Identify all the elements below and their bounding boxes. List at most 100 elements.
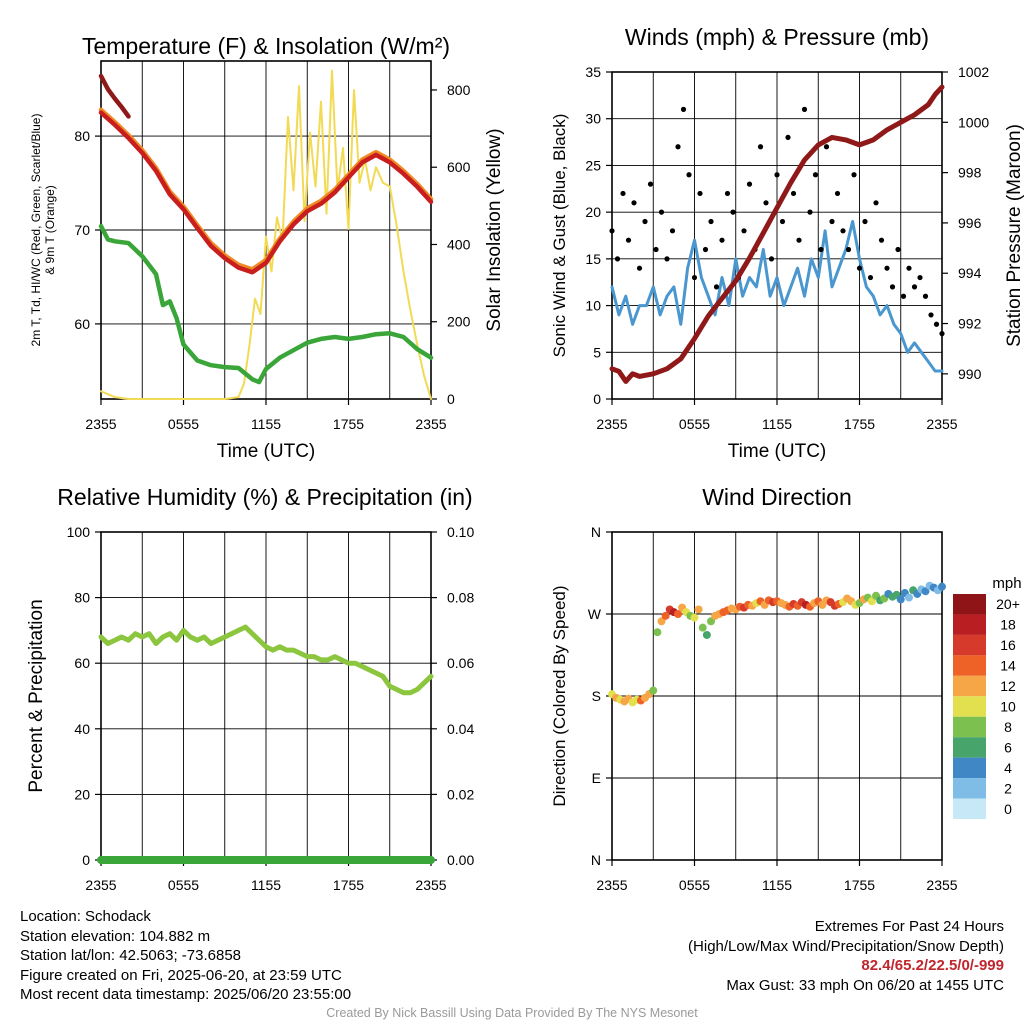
temperature-ytick-label: 80 — [74, 128, 90, 144]
winds-panel: 2355 0555 1155 1755 2355 0 5 10 15 20 25 30 35 990 992… — [550, 24, 1024, 462]
extremes-title: Extremes For Past 24 Hours — [814, 918, 1004, 935]
humidity-y2tick-label: 0.06 — [447, 655, 474, 671]
winds-gust-point — [900, 293, 907, 299]
winds-gust-point — [669, 228, 676, 234]
winds-gust-point — [939, 331, 945, 337]
winds-gust-point — [631, 200, 637, 206]
winds-gust-point — [625, 237, 632, 243]
legend-label: 20+ — [996, 596, 1020, 612]
direction-point — [867, 597, 876, 606]
humidity-xtick-label: 1155 — [251, 877, 281, 893]
winds-xtick-label: 2355 — [596, 416, 627, 432]
legend-label: 4 — [1004, 760, 1012, 776]
temperature-series-td — [98, 223, 434, 385]
winds-gust-point — [653, 246, 659, 253]
winds-ytick-label: 35 — [585, 64, 601, 80]
temperature-ytick-label: 70 — [74, 222, 90, 238]
winds-gust-point — [928, 312, 934, 318]
winds-gust-point — [917, 274, 923, 281]
winds-gust-point — [878, 237, 885, 243]
winds-gust-point — [702, 246, 709, 253]
winds-ytick-label: 15 — [585, 251, 601, 267]
winds-xtick-label: 1755 — [844, 416, 875, 432]
winds-gust-point — [840, 228, 846, 234]
temperature-ylabel-line2: & 9m T (Orange) — [43, 185, 57, 275]
legend-label: 14 — [1000, 658, 1016, 674]
temperature-xtick-label: 0555 — [168, 416, 199, 432]
figure-created-text: Figure created on Fri, 2025-06-20, at 23… — [20, 966, 342, 984]
winds-gust-point — [675, 144, 681, 150]
winds-y2tick-label: 990 — [958, 366, 982, 382]
temperature-series-solar — [100, 69, 432, 400]
winds-xlabel: Time (UTC) — [728, 441, 827, 462]
winds-ylabel: Sonic Wind & Gust (Blue, Black) — [550, 114, 569, 358]
direction-ytick-label: N — [591, 852, 601, 868]
direction-ytick-label: W — [588, 606, 602, 622]
winds-gust-point — [636, 265, 643, 271]
temperature-y2tick-label: 200 — [447, 314, 471, 330]
temperature-xtick-label: 2355 — [85, 416, 116, 432]
legend-swatch — [953, 798, 986, 819]
winds-gust-point — [691, 274, 698, 281]
humidity-xtick-label: 1755 — [333, 877, 364, 893]
temperature-ytick-label: 60 — [74, 316, 90, 332]
direction-xtick-label: 1755 — [844, 877, 875, 893]
winds-ytick-label: 10 — [585, 298, 601, 314]
winds-gust-point — [713, 284, 720, 290]
elevation-text: Station elevation: 104.882 m — [20, 927, 211, 945]
winds-series-pressure — [609, 84, 945, 384]
legend-swatch — [953, 634, 986, 656]
temperature-xtick-label: 1755 — [333, 416, 364, 432]
direction-xtick-label: 2355 — [596, 877, 627, 893]
direction-point — [896, 595, 905, 604]
humidity-ytick-label: 40 — [74, 721, 90, 737]
winds-gust-point — [724, 190, 731, 197]
direction-point — [653, 628, 662, 637]
direction-point — [657, 617, 666, 626]
winds-ytick-label: 5 — [593, 344, 601, 360]
winds-ytick-label: 0 — [593, 391, 601, 407]
winds-gust-point — [834, 190, 841, 197]
data-timestamp-text: Most recent data timestamp: 2025/06/20 2… — [20, 986, 352, 1003]
direction-ytick-label: N — [591, 524, 601, 540]
direction-ylabel: Direction (Colored By Speed) — [550, 585, 569, 806]
credit-text: Created By Nick Bassill Using Data Provi… — [326, 1006, 698, 1020]
winds-gust-point — [708, 218, 714, 225]
direction-point — [921, 587, 930, 596]
temperature-y2tick-label: 800 — [447, 82, 471, 98]
winds-gust-point — [889, 284, 896, 290]
winds-gust-point — [614, 256, 621, 262]
temperature-title: Temperature (F) & Insolation (W/m²) — [82, 33, 450, 59]
direction-point — [690, 613, 699, 622]
humidity-y2tick-label: 0.02 — [447, 786, 474, 802]
direction-point — [694, 605, 703, 614]
winds-gust-point — [884, 265, 890, 271]
direction-point — [702, 630, 711, 639]
direction-point — [938, 582, 946, 591]
legend-swatch — [953, 737, 986, 758]
winds-y2tick-label: 1000 — [958, 114, 989, 130]
winds-gust-point — [818, 246, 824, 253]
winds-title: Winds (mph) & Pressure (mb) — [625, 24, 929, 50]
winds-gust-point — [823, 144, 830, 150]
legend-swatch — [953, 696, 986, 717]
winds-series-sonic-wind — [610, 220, 944, 373]
extremes-values: 82.4/65.2/22.5/0/-999 — [861, 957, 1004, 974]
legend-label: 8 — [1004, 719, 1012, 735]
winds-ytick-label: 20 — [585, 204, 601, 220]
winds-gust-point — [790, 190, 797, 197]
temperature-xlabel: Time (UTC) — [217, 441, 316, 462]
winds-gust-point — [867, 274, 874, 281]
winds-gust-point — [697, 190, 703, 197]
winds-gust-point — [812, 172, 819, 178]
winds-xtick-label: 1155 — [762, 416, 792, 432]
winds-ytick-label: 25 — [585, 157, 601, 173]
humidity-ytick-label: 60 — [74, 655, 90, 671]
legend-title: mph — [992, 575, 1021, 592]
winds-gust-point — [829, 218, 835, 225]
temperature-panel: 2355 0555 1155 1755 23556070800200400600800T… — [29, 33, 505, 462]
direction-point — [698, 623, 707, 632]
winds-gust-point — [862, 218, 868, 225]
humidity-title: Relative Humidity (%) & Precipitation (i… — [57, 484, 472, 510]
temperature-xtick-label: 1155 — [251, 416, 281, 432]
